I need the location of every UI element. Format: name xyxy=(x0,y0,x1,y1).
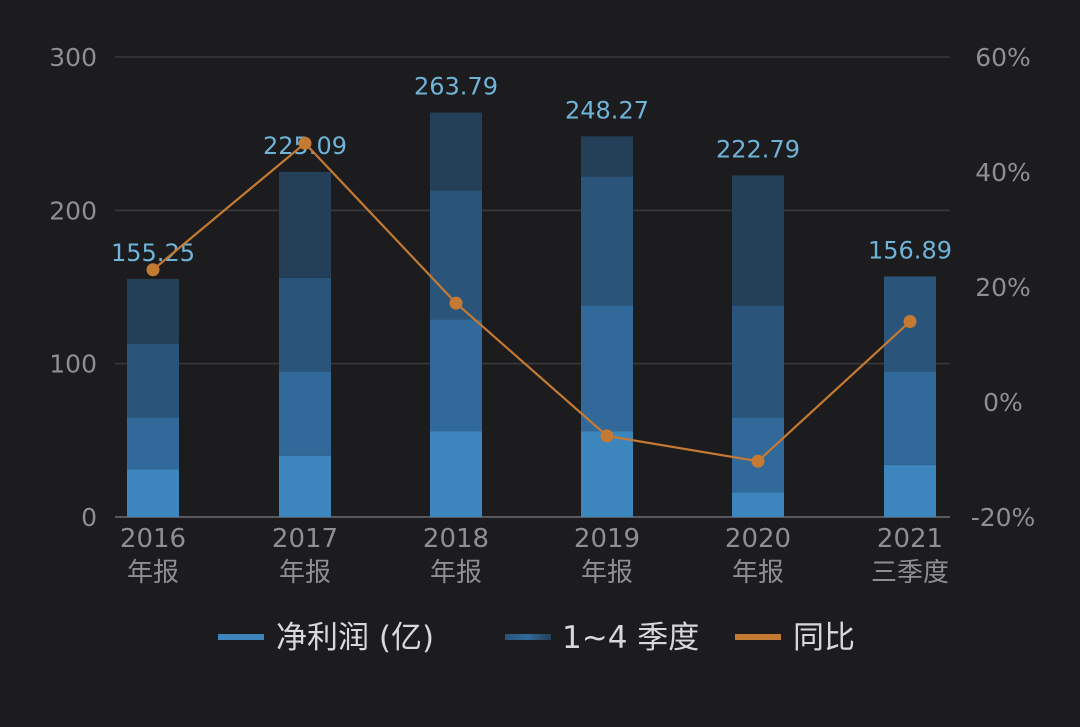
yoy-line-series xyxy=(146,136,917,468)
x-tick-period: 年报 xyxy=(279,558,331,588)
right-axis-tick: 20% xyxy=(975,273,1031,302)
right-axis-tick: -20% xyxy=(971,503,1036,532)
bar-segment xyxy=(581,305,633,432)
yoy-point xyxy=(298,136,312,150)
legend-swatch xyxy=(505,634,551,640)
bar-segment xyxy=(127,469,179,517)
right-axis-tick: 60% xyxy=(975,43,1031,72)
x-tick-year: 2021 xyxy=(877,524,943,554)
bar-segment xyxy=(279,277,331,372)
right-axis-tick: 40% xyxy=(975,158,1031,187)
bar-segment xyxy=(581,136,633,177)
bar-value-label: 263.79 xyxy=(414,73,498,101)
bar-segment xyxy=(127,343,179,418)
bar-value-label: 222.79 xyxy=(716,135,800,163)
bar-segment xyxy=(732,305,784,418)
bar-segment xyxy=(581,176,633,306)
stacked-bars xyxy=(127,112,936,517)
bar-segment xyxy=(430,431,482,517)
x-tick-period: 年报 xyxy=(732,558,784,588)
left-axis-tick: 0 xyxy=(81,503,97,532)
yoy-point xyxy=(751,454,765,468)
legend-label: 同比 xyxy=(793,620,855,656)
gridlines xyxy=(115,56,950,518)
yoy-line xyxy=(152,141,911,463)
x-tick-year: 2017 xyxy=(272,524,338,554)
bar-segment xyxy=(732,175,784,306)
right-axis-tick: 0% xyxy=(983,388,1023,417)
bar-segment xyxy=(279,455,331,517)
yoy-point xyxy=(600,429,614,443)
legend-item: 净利润 (亿) xyxy=(218,620,434,656)
left-axis-tick: 100 xyxy=(49,350,97,379)
bar-segment xyxy=(884,371,936,465)
x-tick-year: 2019 xyxy=(574,524,640,554)
x-axis-ticks: 2016 年报 2017 年报 2018 年报 2019 年报 2020 年报 2021 三季度 xyxy=(120,524,949,588)
bar-segment xyxy=(430,112,482,191)
bar-segment xyxy=(581,431,633,517)
x-tick-year: 2016 xyxy=(120,524,186,554)
yoy-point xyxy=(449,296,463,310)
left-axis-tick: 300 xyxy=(49,43,97,72)
left-axis-tick: 200 xyxy=(49,196,97,225)
x-tick-period: 年报 xyxy=(127,558,179,588)
bar-value-label: 156.89 xyxy=(868,236,952,264)
bar-segment xyxy=(127,278,179,344)
legend-item: 1~4 季度 xyxy=(505,620,699,656)
x-tick-year: 2018 xyxy=(423,524,489,554)
bar-segment xyxy=(732,492,784,517)
legend: 净利润 (亿) 1~4 季度 同比 xyxy=(218,620,855,656)
legend-swatch xyxy=(218,634,264,640)
right-axis-ticks: -20% 0% 20% 40% 60% xyxy=(971,43,1036,532)
bar-segment xyxy=(279,171,331,278)
bar-segment xyxy=(279,371,331,456)
x-tick-period: 年报 xyxy=(430,558,482,588)
x-tick-year: 2020 xyxy=(725,524,791,554)
left-axis-ticks: 0 100 200 300 xyxy=(49,43,97,532)
bar-segment xyxy=(430,319,482,432)
x-tick-period: 三季度 xyxy=(871,558,949,588)
yoy-point xyxy=(146,263,160,277)
x-tick-period: 年报 xyxy=(581,558,633,588)
bar-segment xyxy=(884,464,936,517)
legend-swatch xyxy=(735,634,781,640)
bar-value-label: 155.25 xyxy=(111,239,195,267)
legend-label: 1~4 季度 xyxy=(562,620,699,656)
bar-segment xyxy=(127,417,179,470)
bar-value-label: 248.27 xyxy=(565,96,649,124)
yoy-point xyxy=(903,315,917,328)
legend-label: 净利润 (亿) xyxy=(276,620,434,656)
legend-item: 同比 xyxy=(735,620,855,656)
